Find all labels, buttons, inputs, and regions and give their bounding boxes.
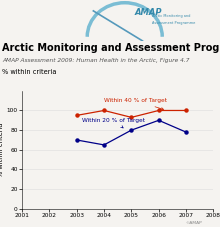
Text: Within 20 % of Target: Within 20 % of Target (82, 118, 145, 128)
Text: % within criteria: % within criteria (2, 69, 57, 75)
Text: ©AMAP: ©AMAP (186, 221, 202, 225)
Text: Arctic Monitoring and Assessment Programme: Arctic Monitoring and Assessment Program… (2, 43, 220, 53)
Text: Assessment Programme: Assessment Programme (152, 21, 195, 25)
Text: Arctic Monitoring and: Arctic Monitoring and (152, 14, 190, 18)
Y-axis label: % within criteria: % within criteria (0, 123, 4, 177)
Text: Within 40 % of Target: Within 40 % of Target (104, 98, 167, 110)
Text: AMAP Assessment 2009: Human Health in the Arctic, Figure 4.7: AMAP Assessment 2009: Human Health in th… (2, 58, 190, 63)
Text: AMAP: AMAP (134, 8, 162, 17)
